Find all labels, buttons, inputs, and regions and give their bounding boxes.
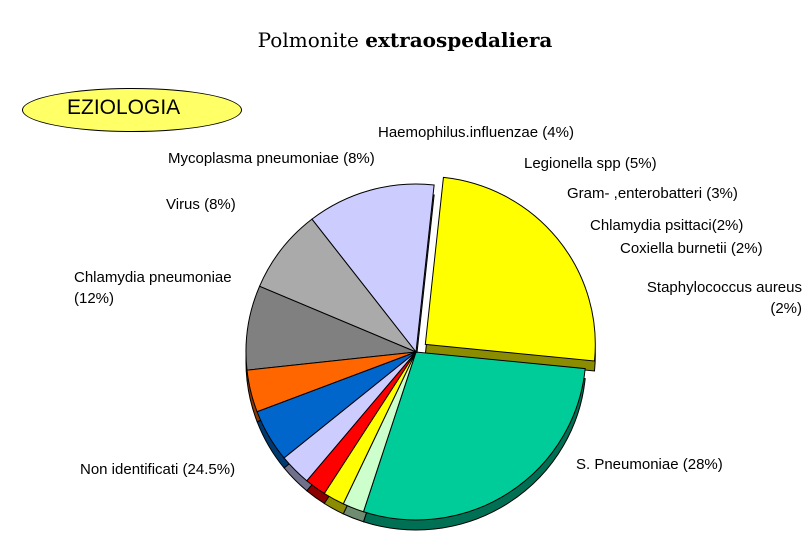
title-part-regular: Polmonite — [257, 28, 359, 52]
label-virus: Virus (8%) — [166, 196, 236, 213]
label-s-pneumoniae: S. Pneumoniae (28%) — [576, 456, 723, 473]
badge-label: EZIOLOGIA — [67, 96, 181, 119]
label-chlamydia-pneumoniae: Chlamydia pneumoniae (12%) — [74, 269, 232, 307]
label-coxiella: Coxiella burnetii (2%) — [620, 240, 763, 257]
eziologia-badge: EZIOLOGIA — [22, 88, 242, 132]
pie-slice-0 — [362, 351, 586, 521]
title-part-bold: extraospedaliera — [365, 28, 553, 52]
pie-slice-1 — [424, 176, 596, 362]
label-legionella: Legionella spp (5%) — [524, 155, 657, 172]
label-non-identificati: Non identificati (24.5%) — [80, 461, 236, 478]
page-title: Polmonite extraospedaliera — [0, 28, 810, 52]
label-gram-enterobatteri: Gram- ,enterobatteri (3%) — [567, 185, 738, 202]
label-staphylococcus: Staphylococcus aureus (2%) — [646, 279, 802, 317]
pie-slice-10 — [342, 351, 417, 513]
label-haemophilus: Haemophilus.influenzae (4%) — [378, 124, 574, 141]
label-mycoplasma: Mycoplasma pneumoniae (8%) — [168, 150, 375, 167]
pie-slice-2 — [311, 183, 435, 354]
label-chlamydia-psittaci: Chlamydia psittaci(2%) — [590, 217, 744, 234]
